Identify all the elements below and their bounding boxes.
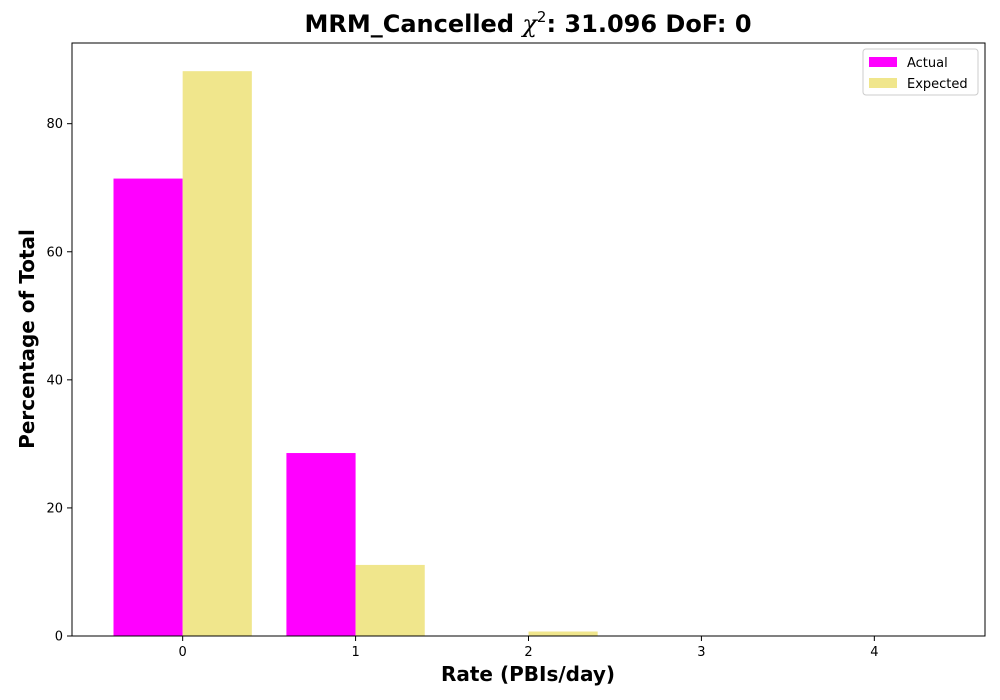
x-tick-label: 3 <box>697 645 705 660</box>
legend-label-actual: Actual <box>907 56 948 71</box>
bar-expected-0 <box>182 71 252 636</box>
x-tick-label: 4 <box>870 645 878 660</box>
bar-expected-1 <box>355 564 425 636</box>
y-tick-label: 20 <box>46 501 63 516</box>
chart-title-main: MRM_Cancelled <box>304 10 514 38</box>
x-tick-label: 1 <box>351 645 359 660</box>
chart-title-exponent: 2 <box>537 8 547 26</box>
chart-title-rest: : 31.096 DoF: 0 <box>546 10 751 38</box>
bar-expected-2 <box>528 631 598 636</box>
legend-label-expected: Expected <box>907 77 968 92</box>
legend-swatch-actual <box>869 57 897 67</box>
x-tick-label: 0 <box>179 645 187 660</box>
y-axis-label: Percentage of Total <box>15 229 39 449</box>
y-tick-label: 80 <box>46 117 63 132</box>
bar-actual-0 <box>113 178 183 636</box>
chart-title: MRM_Cancelled χ2: 31.096 DoF: 0 <box>304 8 751 38</box>
x-tick-label: 2 <box>524 645 532 660</box>
legend: Actual Expected <box>862 48 979 96</box>
legend-swatch-expected <box>869 78 897 88</box>
x-axis-label: Rate (PBIs/day) <box>441 662 615 686</box>
y-tick-label: 60 <box>46 245 63 260</box>
bar-actual-1 <box>286 453 356 636</box>
chart-title-chi: χ <box>520 10 538 38</box>
y-tick-label: 0 <box>55 630 63 645</box>
y-tick-label: 40 <box>46 373 63 388</box>
